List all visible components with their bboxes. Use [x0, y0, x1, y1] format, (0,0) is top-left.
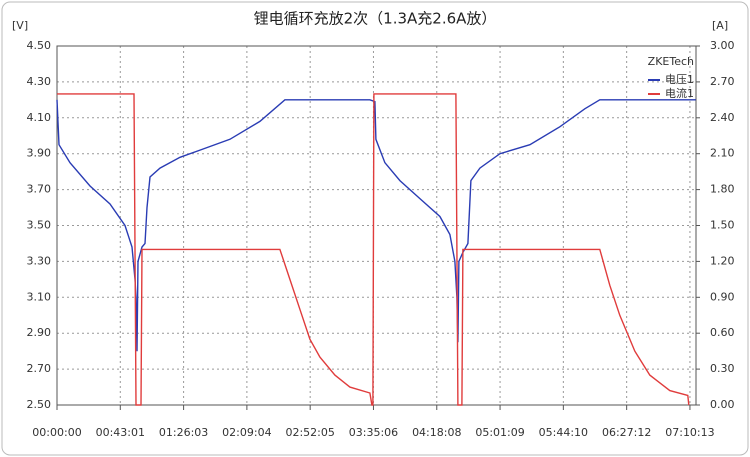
- series-line: [57, 93, 690, 406]
- legend-title: ZKETech: [648, 55, 694, 68]
- y-tick-label: 4.10: [27, 111, 52, 124]
- y2-tick-label: 3.00: [710, 39, 735, 52]
- y2-axis-label: [A]: [712, 19, 728, 32]
- y-tick-label: 3.30: [27, 254, 52, 267]
- y-tick-label: 2.90: [27, 326, 52, 339]
- y2-tick-label: 0.90: [710, 290, 735, 303]
- y2-tick-label: 0.00: [710, 398, 735, 411]
- y-tick-label: 3.70: [27, 183, 52, 196]
- x-tick-label: 07:10:13: [665, 426, 714, 439]
- y2-tick-label: 1.50: [710, 219, 735, 232]
- y2-tick-label: 0.30: [710, 362, 735, 375]
- legend-label: 电流1: [665, 86, 694, 100]
- x-tick-label: 00:43:01: [96, 426, 145, 439]
- y-tick-label: 4.30: [27, 75, 52, 88]
- legend-label: 电压1: [665, 73, 694, 86]
- chart-title: 锂电循环充放2次（1.3A充2.6A放）: [254, 10, 497, 28]
- x-tick-label: 02:09:04: [222, 426, 271, 439]
- plot-border: [56, 45, 697, 406]
- x-tick-label: 02:52:05: [285, 426, 334, 439]
- x-tick-label: 00:00:00: [32, 426, 81, 439]
- y-tick-label: 3.90: [27, 147, 52, 160]
- x-tick-label: 04:18:08: [412, 426, 461, 439]
- y-axis-label: [V]: [12, 19, 28, 32]
- y-tick-label: 3.50: [27, 219, 52, 232]
- x-tick-label: 01:26:03: [159, 426, 208, 439]
- y-tick-label: 2.50: [27, 398, 52, 411]
- y-tick-label: 3.10: [27, 290, 52, 303]
- y2-tick-label: 0.60: [710, 326, 735, 339]
- y2-tick-label: 2.40: [710, 111, 735, 124]
- y2-tick-label: 1.20: [710, 254, 735, 267]
- x-tick-label: 06:27:12: [602, 426, 651, 439]
- x-tick-label: 05:44:10: [539, 426, 588, 439]
- y2-tick-label: 2.10: [710, 147, 735, 160]
- y2-tick-label: 1.80: [710, 183, 735, 196]
- x-tick-label: 03:35:06: [349, 426, 398, 439]
- y2-tick-label: 2.70: [710, 75, 735, 88]
- x-tick-label: 05:01:09: [475, 426, 524, 439]
- y-tick-label: 4.50: [27, 39, 52, 52]
- y-tick-label: 2.70: [27, 362, 52, 375]
